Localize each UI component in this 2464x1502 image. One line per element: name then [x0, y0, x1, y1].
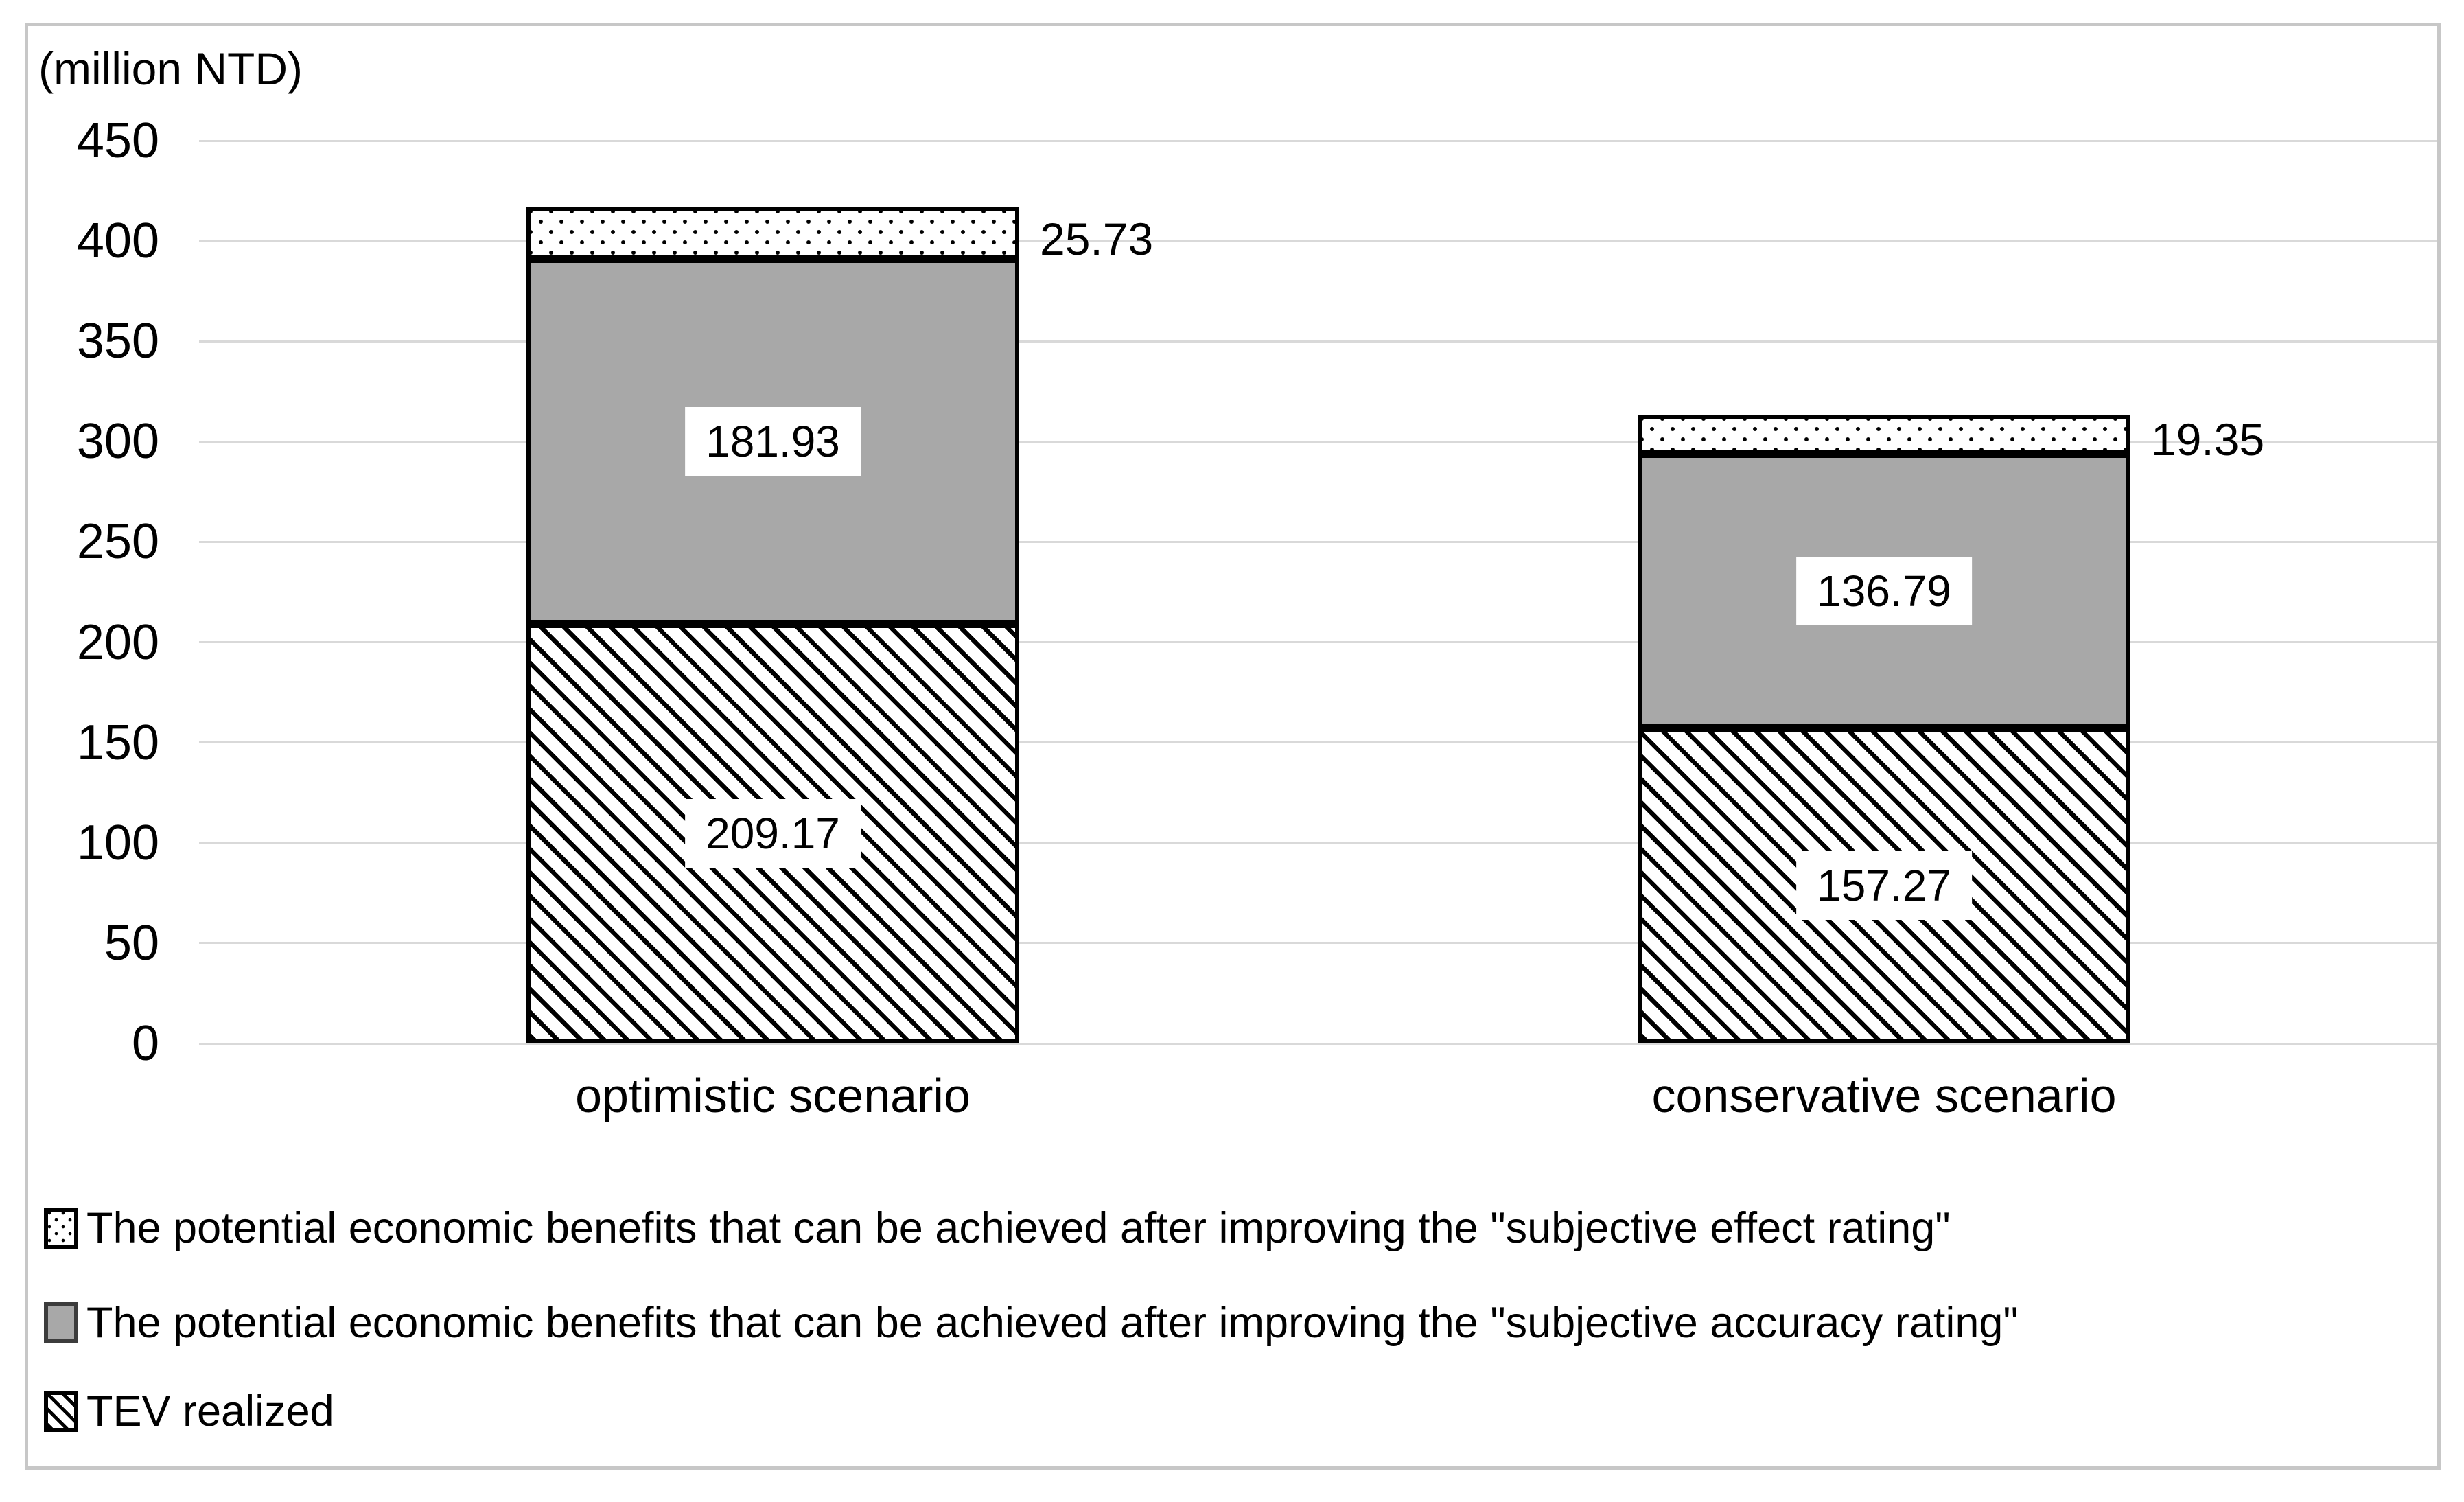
gridline — [199, 240, 2437, 242]
y-tick-label: 400 — [76, 213, 159, 269]
gridline — [199, 741, 2437, 744]
gridline — [199, 1042, 2437, 1045]
bar-segment-gray — [526, 259, 1019, 624]
y-axis-unit-label: (million NTD) — [38, 43, 303, 94]
y-tick-label: 300 — [76, 414, 159, 470]
legend-item-subjective-effect: The potential economic benefits that can… — [44, 1201, 1951, 1256]
legend-label-subjective-effect: The potential economic benefits that can… — [86, 1203, 1951, 1252]
segment-value-label: 157.27 — [1796, 851, 1972, 921]
segment-value-label-outside: 25.73 — [1040, 213, 1154, 264]
gridline — [199, 641, 2437, 644]
gray-fill-swatch-icon — [44, 1302, 78, 1343]
diagonal-hatch-swatch-icon — [44, 1391, 78, 1432]
y-tick-label: 50 — [104, 915, 159, 971]
y-tick-label: 250 — [76, 514, 159, 570]
segment-value-label: 136.79 — [1796, 556, 1972, 625]
y-tick-label: 200 — [76, 614, 159, 670]
gridline — [199, 340, 2437, 343]
bar-segment-dots — [1638, 415, 2130, 454]
x-category-label: conservative scenario — [1651, 1069, 2117, 1122]
y-tick-label: 350 — [76, 314, 159, 369]
legend-item-tev-realized: TEV realized — [44, 1384, 334, 1439]
dots-pattern-swatch-icon — [44, 1208, 78, 1249]
x-category-label: optimistic scenario — [575, 1069, 971, 1122]
y-tick-label: 100 — [76, 815, 159, 870]
legend-item-subjective-accuracy: The potential economic benefits that can… — [44, 1295, 2019, 1350]
y-tick-label: 150 — [76, 715, 159, 770]
gridline — [199, 540, 2437, 543]
gridline — [199, 942, 2437, 945]
segment-value-label: 181.93 — [685, 406, 861, 476]
gridline — [199, 842, 2437, 844]
bar-segment-dots — [526, 207, 1019, 259]
segment-value-label-outside: 19.35 — [2151, 414, 2265, 465]
gridline — [199, 440, 2437, 443]
gridline — [199, 139, 2437, 142]
legend-label-subjective-accuracy: The potential economic benefits that can… — [86, 1298, 2019, 1347]
segment-value-label: 209.17 — [685, 799, 861, 868]
y-tick-label: 0 — [131, 1016, 159, 1071]
y-tick-label: 450 — [76, 113, 159, 168]
legend-label-tev-realized: TEV realized — [86, 1387, 334, 1435]
